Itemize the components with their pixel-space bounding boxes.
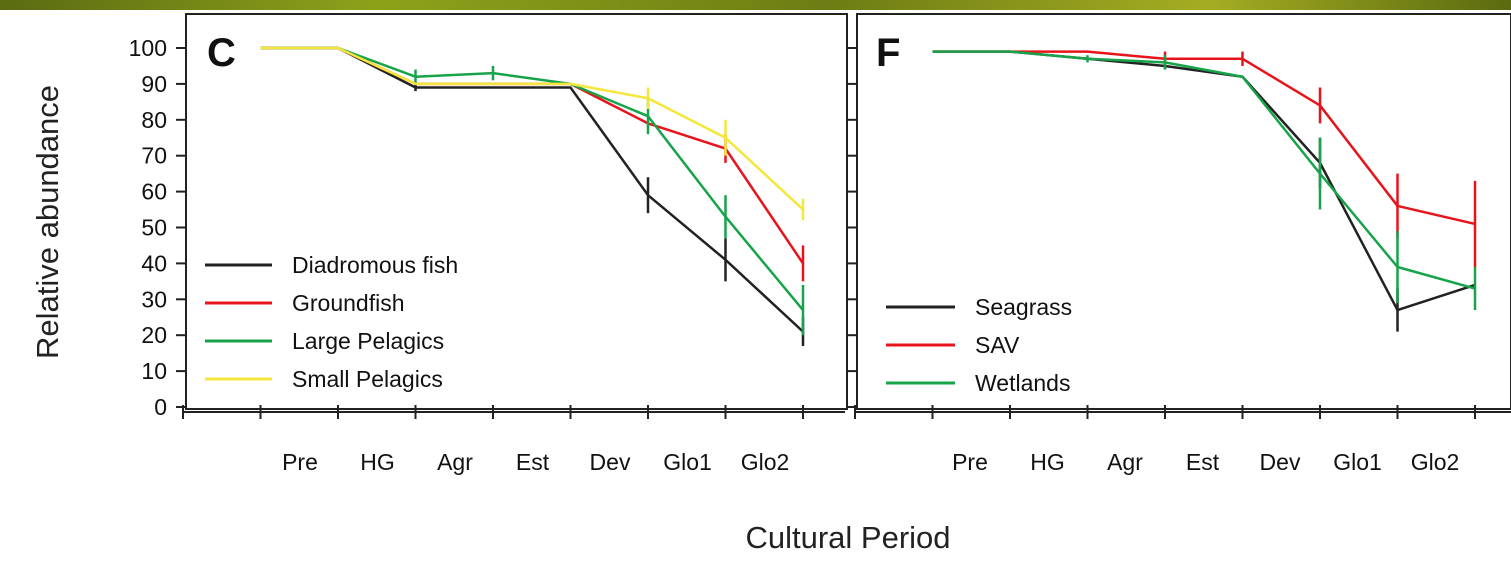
legend-label: Wetlands — [975, 370, 1070, 396]
series-line-2 — [932, 50, 1476, 290]
y-tick-label: 40 — [141, 250, 167, 276]
panel-c-letter: C — [207, 31, 236, 75]
x-tick-label: Glo1 — [663, 449, 712, 475]
y-axis-title: Relative abundance — [30, 85, 65, 359]
y-tick-label: 0 — [154, 394, 167, 420]
series-line-1 — [932, 50, 1476, 226]
series-line-3 — [260, 46, 804, 211]
panel-f-y-axis — [848, 47, 858, 408]
x-tick-label: Dev — [590, 449, 631, 475]
panel-f-x-axis: Pre HG Agr Est Dev Glo1 Glo2 — [854, 405, 1511, 475]
x-tick-label: HG — [1030, 449, 1065, 475]
y-tick-label: 90 — [141, 71, 167, 97]
y-tick-label: 60 — [141, 179, 167, 205]
panel-c: C 0 10 20 30 40 50 60 70 80 90 100 Pre HG Agr Est Dev G… — [129, 13, 848, 475]
series-line-1 — [260, 46, 805, 265]
legend-label: Seagrass — [975, 294, 1072, 320]
y-tick-label: 10 — [141, 358, 167, 384]
legend-label: SAV — [975, 332, 1020, 358]
x-tick-label: Glo2 — [1411, 449, 1460, 475]
panel-c-legend: Diadromous fish Groundfish Large Pelagics S… — [205, 252, 458, 392]
panel-f-series — [932, 50, 1477, 332]
x-tick-label: Pre — [282, 449, 318, 475]
panel-c-y-axis: 0 10 20 30 40 50 60 70 80 90 100 — [129, 35, 186, 420]
legend-label: Small Pelagics — [292, 366, 443, 392]
panel-c-x-axis: Pre HG Agr Est Dev Glo1 Glo2 — [182, 405, 845, 475]
series-line-0 — [932, 50, 1476, 312]
x-tick-label: Est — [516, 449, 550, 475]
legend-label: Diadromous fish — [292, 252, 458, 278]
panel-c-frame — [185, 13, 848, 410]
x-tick-label: Agr — [1107, 449, 1143, 475]
panel-f-frame — [856, 13, 1511, 410]
y-tick-label: 30 — [141, 286, 167, 312]
x-tick-label: Dev — [1260, 449, 1301, 475]
panel-f: F Pre HG Agr Est Dev Glo1 Glo2 Seagrass SAV Wetl… — [848, 13, 1511, 475]
y-tick-label: 70 — [141, 143, 167, 169]
y-tick-label: 100 — [129, 35, 167, 61]
legend-label: Groundfish — [292, 290, 405, 316]
x-axis-title: Cultural Period — [745, 520, 950, 555]
legend-label: Large Pelagics — [292, 328, 444, 354]
x-tick-label: Est — [1186, 449, 1220, 475]
x-tick-label: Glo1 — [1333, 449, 1382, 475]
top-decorative-band — [0, 0, 1511, 10]
y-tick-label: 80 — [141, 107, 167, 133]
y-tick-label: 20 — [141, 322, 167, 348]
panel-f-legend: Seagrass SAV Wetlands — [886, 294, 1072, 396]
x-tick-label: Agr — [437, 449, 473, 475]
x-tick-label: HG — [360, 449, 395, 475]
y-tick-label: 50 — [141, 215, 167, 241]
x-tick-label: Glo2 — [741, 449, 790, 475]
x-tick-label: Pre — [952, 449, 988, 475]
panel-c-series — [260, 46, 805, 346]
panel-f-letter: F — [876, 31, 900, 75]
